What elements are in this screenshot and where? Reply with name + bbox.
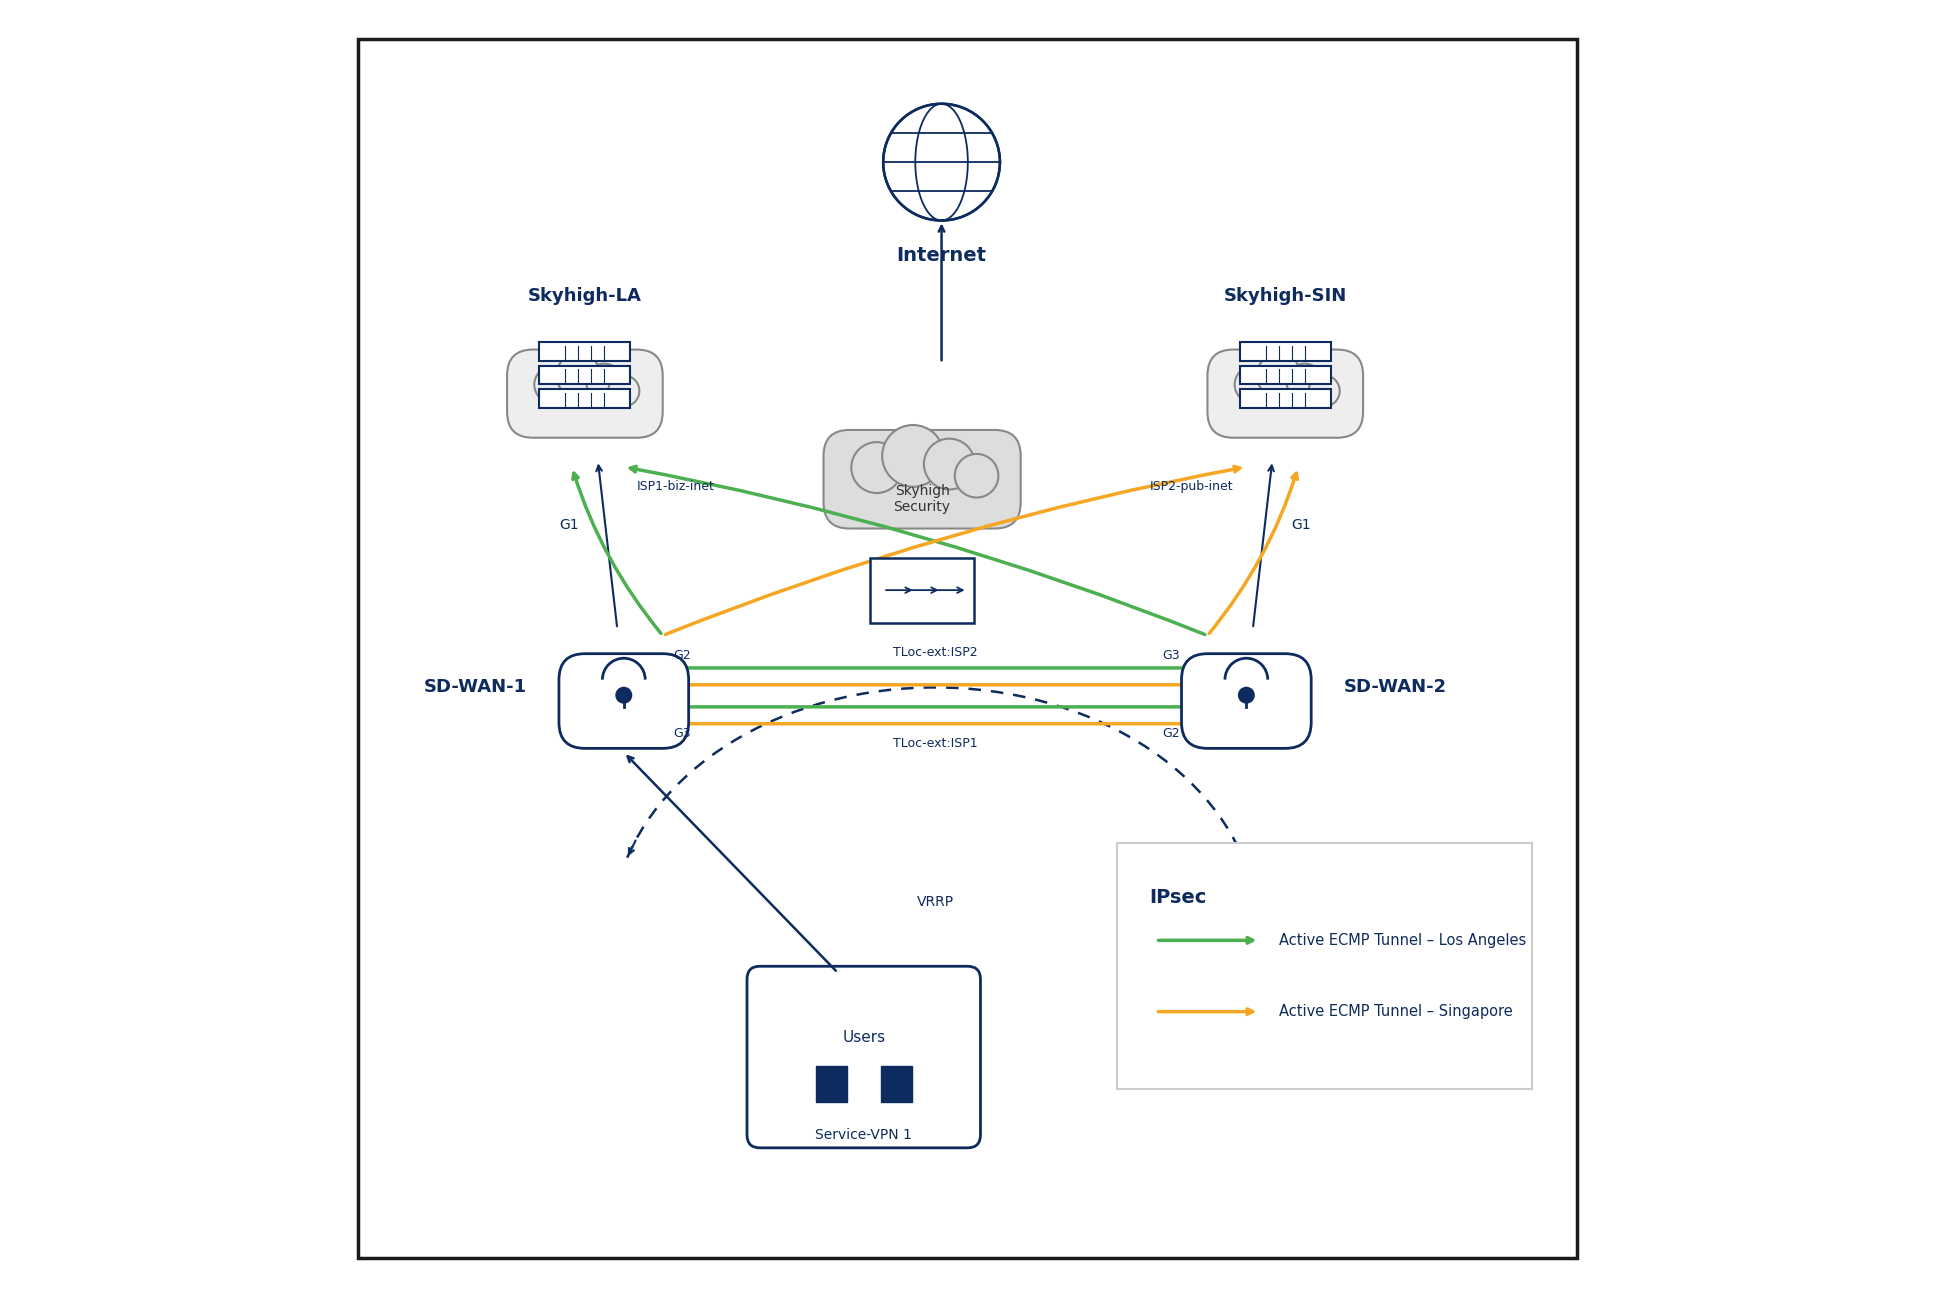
Text: Users: Users bbox=[842, 1030, 886, 1045]
FancyBboxPatch shape bbox=[871, 558, 973, 623]
Text: SD-WAN-1: SD-WAN-1 bbox=[424, 678, 526, 696]
Circle shape bbox=[557, 354, 600, 398]
FancyBboxPatch shape bbox=[540, 366, 631, 384]
Text: Internet: Internet bbox=[896, 246, 987, 266]
FancyBboxPatch shape bbox=[1240, 389, 1331, 409]
Text: Service-VPN 1: Service-VPN 1 bbox=[815, 1128, 911, 1143]
Circle shape bbox=[1308, 375, 1339, 406]
Text: G1: G1 bbox=[1293, 519, 1312, 532]
Text: Skyhigh-SIN: Skyhigh-SIN bbox=[1223, 287, 1347, 305]
Text: G2: G2 bbox=[1163, 726, 1180, 739]
FancyBboxPatch shape bbox=[817, 1066, 848, 1102]
Text: Active ECMP Tunnel – Singapore: Active ECMP Tunnel – Singapore bbox=[1279, 1004, 1513, 1019]
Circle shape bbox=[954, 454, 998, 498]
Text: TLoc-ext:ISP2: TLoc-ext:ISP2 bbox=[892, 646, 977, 659]
Text: TLoc-ext:ISP1: TLoc-ext:ISP1 bbox=[892, 737, 977, 750]
Circle shape bbox=[882, 425, 944, 486]
Text: Skyhigh
Security: Skyhigh Security bbox=[894, 484, 950, 515]
Text: ISP2-pub-inet: ISP2-pub-inet bbox=[1149, 480, 1233, 493]
Text: G2: G2 bbox=[673, 648, 691, 661]
Circle shape bbox=[534, 367, 571, 403]
FancyBboxPatch shape bbox=[1240, 342, 1331, 361]
FancyBboxPatch shape bbox=[880, 1066, 911, 1102]
Text: ISP1-biz-inet: ISP1-biz-inet bbox=[637, 480, 714, 493]
Text: G3: G3 bbox=[1163, 648, 1180, 661]
FancyBboxPatch shape bbox=[747, 966, 981, 1148]
Circle shape bbox=[615, 687, 631, 703]
Circle shape bbox=[1287, 363, 1324, 399]
Text: SD-WAN-2: SD-WAN-2 bbox=[1343, 678, 1447, 696]
FancyBboxPatch shape bbox=[1182, 654, 1312, 748]
Text: VRRP: VRRP bbox=[917, 895, 954, 909]
Text: G1: G1 bbox=[559, 519, 579, 532]
FancyBboxPatch shape bbox=[1116, 843, 1533, 1089]
FancyBboxPatch shape bbox=[824, 431, 1020, 529]
FancyBboxPatch shape bbox=[540, 342, 631, 361]
FancyBboxPatch shape bbox=[1240, 366, 1331, 384]
FancyBboxPatch shape bbox=[1207, 350, 1362, 438]
Text: Active ECMP Tunnel – Los Angeles: Active ECMP Tunnel – Los Angeles bbox=[1279, 933, 1527, 948]
Circle shape bbox=[1235, 367, 1271, 403]
Circle shape bbox=[1238, 687, 1254, 703]
FancyBboxPatch shape bbox=[540, 389, 631, 409]
Circle shape bbox=[608, 375, 639, 406]
Circle shape bbox=[1256, 354, 1300, 398]
Text: G3: G3 bbox=[673, 726, 691, 739]
Circle shape bbox=[586, 363, 623, 399]
Circle shape bbox=[923, 438, 975, 489]
Text: IPsec: IPsec bbox=[1149, 888, 1206, 908]
FancyBboxPatch shape bbox=[507, 350, 662, 438]
Circle shape bbox=[851, 442, 902, 493]
Text: Skyhigh-LA: Skyhigh-LA bbox=[528, 287, 642, 305]
FancyBboxPatch shape bbox=[559, 654, 689, 748]
